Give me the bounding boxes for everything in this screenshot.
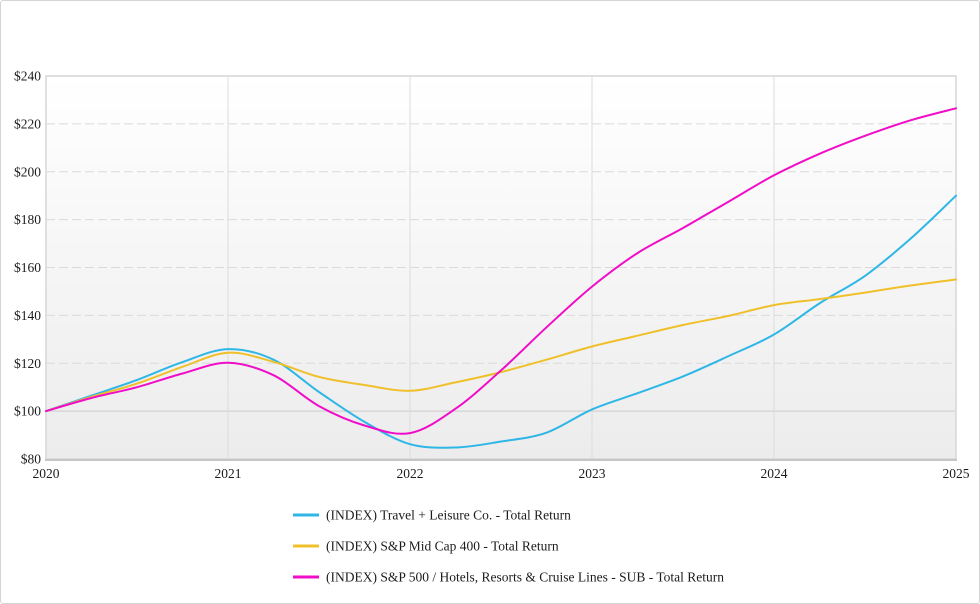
chart-legend: (INDEX) Travel + Leisure Co. - Total Ret… [293, 508, 724, 585]
series-line-sp-midcap-400 [45, 278, 957, 413]
x-axis-tick-label: 2022 [397, 466, 424, 481]
legend-label-sp-midcap-400: (INDEX) S&P Mid Cap 400 - Total Return [326, 539, 559, 554]
y-axis-tick-label: $180 [14, 212, 41, 227]
y-axis-tick-label: $80 [21, 452, 42, 467]
series-line-sp500-hotels-sub [45, 107, 957, 435]
legend-item-travel-leisure: (INDEX) Travel + Leisure Co. - Total Ret… [293, 508, 571, 523]
x-axis-tick-label: 2021 [215, 466, 242, 481]
legend-item-sp-midcap-400: (INDEX) S&P Mid Cap 400 - Total Return [293, 539, 559, 554]
x-axis-tick-label: 2025 [943, 466, 970, 481]
y-axis-tick-label: $220 [14, 116, 41, 131]
y-axis-tick-label: $160 [14, 260, 41, 275]
legend-label-sp500-hotels-sub: (INDEX) S&P 500 / Hotels, Resorts & Crui… [326, 570, 724, 585]
y-axis-tick-label: $140 [14, 308, 41, 323]
x-axis: 2020 2021 2022 2023 2024 2025 [33, 466, 970, 481]
x-axis-tick-label: 2024 [761, 466, 788, 481]
x-axis-tick-label: 2020 [33, 466, 60, 481]
y-axis-tick-label: $240 [14, 69, 41, 84]
gridlines [46, 76, 956, 459]
y-axis-tick-label: $200 [14, 164, 41, 179]
y-axis-tick-label: $120 [14, 356, 41, 371]
legend-item-sp500-hotels-sub: (INDEX) S&P 500 / Hotels, Resorts & Crui… [293, 570, 724, 585]
legend-label-travel-leisure: (INDEX) Travel + Leisure Co. - Total Ret… [326, 508, 571, 523]
x-axis-tick-label: 2023 [579, 466, 606, 481]
y-axis-tick-label: $100 [14, 404, 41, 419]
series-line-travel-leisure [45, 194, 957, 449]
y-axis: $80 $100 $120 $140 $160 $180 $200 $220 $240 [14, 69, 41, 467]
